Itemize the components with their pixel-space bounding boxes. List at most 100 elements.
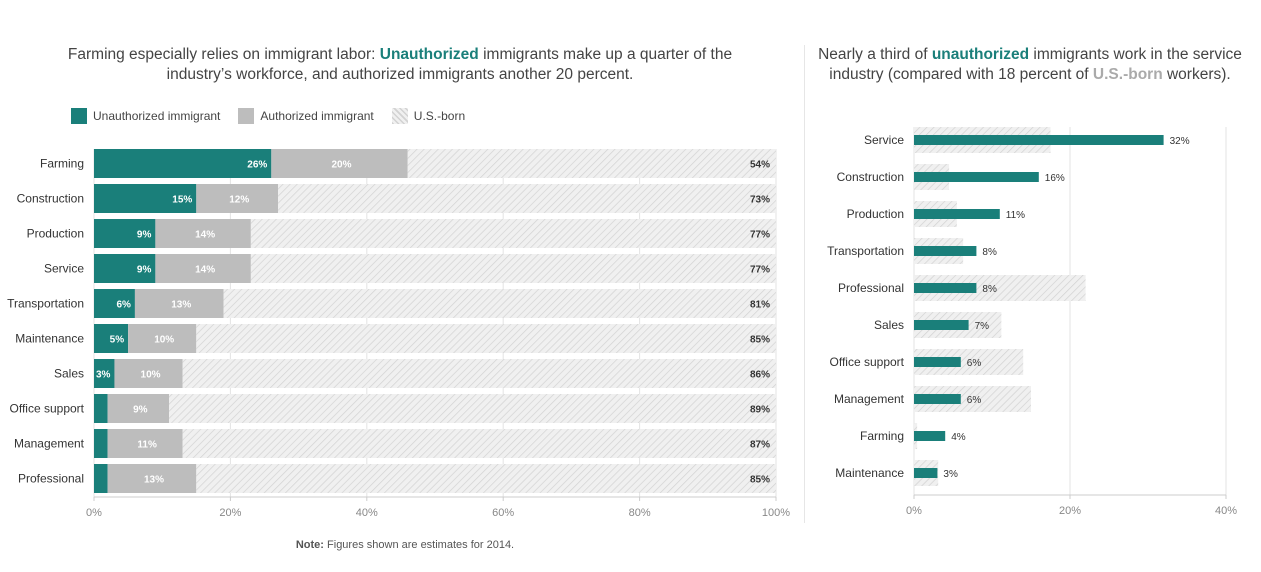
- legend-item-authorized: Authorized immigrant: [238, 108, 374, 124]
- legend-label-us-born: U.S.-born: [413, 109, 466, 123]
- right-bar-unauthorized: [914, 209, 1000, 219]
- right-bar-label: 6%: [967, 395, 982, 406]
- legend-label-unauthorized: Unauthorized immigrant: [93, 109, 221, 123]
- right-category-label: Office support: [830, 355, 905, 369]
- left-bar-segment: [155, 254, 251, 283]
- left-category-label: Construction: [17, 192, 84, 206]
- left-bar-segment: [94, 429, 108, 458]
- right-bar-unauthorized: [914, 283, 977, 293]
- left-bar-label: 15%: [172, 195, 192, 206]
- left-stacked-bar-chart: 0% 20% 40% 60% 80% 100% Farming 26% 20% 54% Constr…: [7, 149, 790, 519]
- left-bar-label: 54%: [750, 160, 770, 171]
- left-bar-label: 85%: [750, 335, 770, 346]
- left-bar-segment: [223, 289, 776, 318]
- right-bar-unauthorized: [914, 320, 969, 330]
- left-title-bold: Unauthorized: [379, 46, 479, 63]
- right-bar-unauthorized: [914, 394, 961, 404]
- left-bar-segment: [94, 289, 135, 318]
- left-bar-label: 14%: [195, 265, 215, 276]
- right-category-label: Management: [834, 392, 905, 406]
- right-category-label: Construction: [837, 170, 904, 184]
- left-bar-label: 9%: [133, 405, 148, 416]
- left-bar-segment: [94, 254, 156, 283]
- right-title-bold-2: U.S.-born: [1092, 66, 1163, 83]
- right-bar-unauthorized: [914, 135, 1164, 145]
- right-bar-label: 3%: [943, 469, 958, 480]
- legend: Unauthorized immigrant Authorized immigr…: [71, 108, 483, 124]
- right-category-label: Maintenance: [835, 466, 904, 480]
- left-bar-segment: [155, 219, 251, 248]
- left-bar-segment: [114, 359, 183, 388]
- left-x-tick-label: 60%: [492, 507, 514, 519]
- left-bar-segment: [94, 324, 129, 353]
- note-text: Figures shown are estimates for 2014.: [323, 539, 515, 551]
- left-bar-label: 20%: [332, 160, 352, 171]
- right-bar-label: 16%: [1045, 173, 1065, 184]
- right-bar-label: 7%: [975, 321, 990, 332]
- left-bar-segment: [271, 149, 408, 178]
- right-bar-unauthorized: [914, 431, 946, 441]
- left-bar-segment: [107, 394, 170, 423]
- left-bar-segment: [169, 394, 776, 423]
- left-bar-label: 77%: [750, 230, 770, 241]
- left-x-tick-label: 100%: [762, 507, 790, 519]
- left-category-label: Production: [27, 227, 84, 241]
- left-bar-segment: [278, 184, 776, 213]
- left-bar-segment: [107, 464, 197, 493]
- left-bar-label: 9%: [137, 265, 152, 276]
- legend-swatch-us-born: [391, 108, 408, 124]
- left-bar-segment: [94, 149, 272, 178]
- right-bar-chart: 0% 20% 40% Service 32% Construction 16% Product…: [827, 127, 1237, 517]
- left-bar-label: 6%: [116, 300, 131, 311]
- right-bar-unauthorized: [914, 246, 977, 256]
- right-title-text-2: immigrants work in the service industry …: [829, 46, 1242, 83]
- right-title-text-1: Nearly a third of: [818, 46, 932, 63]
- right-x-tick-label: 0%: [906, 505, 922, 517]
- left-bar-segment: [182, 429, 776, 458]
- left-category-label: Office support: [10, 402, 85, 416]
- legend-item-unauthorized: Unauthorized immigrant: [71, 108, 220, 124]
- right-bar-label: 8%: [982, 247, 997, 258]
- right-bar-unauthorized: [914, 172, 1039, 182]
- left-bar-label: 13%: [171, 300, 191, 311]
- left-bar-label: 77%: [750, 265, 770, 276]
- left-bar-segment: [94, 464, 108, 493]
- right-x-tick-label: 20%: [1059, 505, 1081, 517]
- right-bar-label: 11%: [1006, 210, 1025, 221]
- chart-divider: [804, 45, 805, 523]
- legend-label-authorized: Authorized immigrant: [260, 109, 374, 123]
- left-bar-label: 86%: [750, 370, 770, 381]
- left-bar-label: 5%: [110, 335, 125, 346]
- legend-item-us-born: U.S.-born: [391, 108, 466, 124]
- left-bar-label: 89%: [750, 405, 770, 416]
- left-x-tick-label: 40%: [356, 507, 378, 519]
- left-bar-label: 11%: [137, 440, 157, 451]
- left-category-label: Service: [44, 262, 84, 276]
- note-label: Note:: [295, 539, 324, 551]
- left-x-tick-label: 80%: [629, 507, 651, 519]
- left-bar-segment: [134, 289, 224, 318]
- left-category-label: Maintenance: [15, 332, 84, 346]
- left-bar-label: 10%: [141, 370, 161, 381]
- left-bar-label: 9%: [137, 230, 152, 241]
- left-bar-segment: [107, 429, 183, 458]
- right-chart-title: Nearly a third of unauthorized immigrant…: [810, 45, 1250, 85]
- left-category-label: Management: [14, 437, 85, 451]
- left-category-label: Transportation: [7, 297, 84, 311]
- left-bar-segment: [94, 359, 115, 388]
- left-title-text-2: immigrants make up a quarter of the indu…: [166, 46, 733, 83]
- left-bar-segment: [196, 184, 279, 213]
- left-chart-title: Farming especially relies on immigrant l…: [60, 45, 740, 85]
- legend-swatch-authorized: [238, 108, 255, 124]
- right-category-label: Service: [864, 133, 904, 147]
- left-bar-segment: [94, 219, 156, 248]
- left-bar-label: 26%: [247, 160, 267, 171]
- right-category-label: Professional: [838, 281, 904, 295]
- left-bar-label: 73%: [750, 195, 770, 206]
- right-bar-unauthorized: [914, 357, 961, 367]
- right-title-bold-1: unauthorized: [931, 46, 1030, 63]
- right-category-label: Transportation: [827, 244, 904, 258]
- right-bar-label: 32%: [1170, 136, 1190, 147]
- left-category-label: Farming: [40, 157, 84, 171]
